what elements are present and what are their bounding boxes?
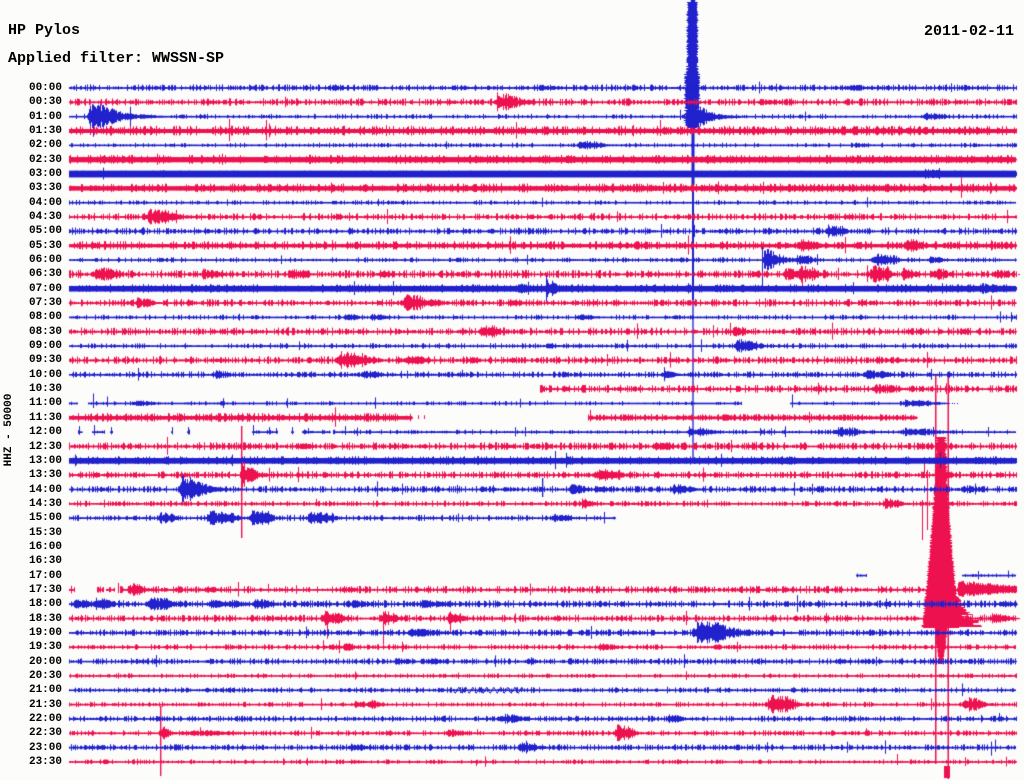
time-label-0100: 01:00 <box>28 110 62 123</box>
time-label-1030: 10:30 <box>28 383 62 396</box>
time-label-2100: 21:00 <box>28 684 62 697</box>
time-label-1200: 12:00 <box>28 426 62 439</box>
time-label-1300: 13:00 <box>28 454 62 467</box>
time-label-0000: 00:00 <box>28 82 62 94</box>
time-label-1930: 19:30 <box>28 641 62 654</box>
time-label-1700: 17:00 <box>28 569 62 582</box>
applied-filter-label: Applied filter: WWSSN-SP <box>8 50 225 67</box>
time-label-0430: 04:30 <box>28 211 62 224</box>
time-label-0330: 03:30 <box>28 182 62 195</box>
time-label-1430: 14:30 <box>28 497 62 510</box>
time-label-0300: 03:00 <box>28 168 62 181</box>
time-label-0030: 00:30 <box>28 96 62 109</box>
time-label-0900: 09:00 <box>28 340 62 353</box>
time-label-1600: 16:00 <box>28 540 62 553</box>
time-label-1330: 13:30 <box>28 469 62 482</box>
time-label-2030: 20:30 <box>28 669 62 682</box>
time-label-1530: 15:30 <box>28 526 62 539</box>
time-label-0830: 08:30 <box>28 325 62 338</box>
time-label-0600: 06:00 <box>28 254 62 267</box>
time-label-2230: 22:30 <box>28 727 62 740</box>
time-label-2300: 23:00 <box>28 741 62 754</box>
time-label-0530: 05:30 <box>28 239 62 252</box>
time-label-2330: 23:30 <box>28 755 62 768</box>
time-label-0130: 01:30 <box>28 125 62 138</box>
time-label-1500: 15:00 <box>28 512 62 525</box>
time-label-1130: 11:30 <box>28 411 62 424</box>
time-label-1100: 11:00 <box>28 397 62 410</box>
time-label-2200: 22:00 <box>28 712 62 725</box>
time-label-0700: 07:00 <box>28 282 62 295</box>
time-label-0630: 06:30 <box>28 268 62 281</box>
time-label-1830: 18:30 <box>28 612 62 625</box>
time-label-1800: 18:00 <box>28 598 62 611</box>
time-label-1400: 14:00 <box>28 483 62 496</box>
time-label-1630: 16:30 <box>28 555 62 568</box>
station-title: HP Pylos <box>8 22 81 39</box>
time-label-1000: 10:00 <box>28 368 62 381</box>
time-label-1730: 17:30 <box>28 583 62 596</box>
time-label-0800: 08:00 <box>28 311 62 324</box>
time-label-0400: 04:00 <box>28 196 62 209</box>
time-label-0930: 09:30 <box>28 354 62 367</box>
time-label-0200: 02:00 <box>28 139 62 152</box>
time-label-1900: 19:00 <box>28 626 62 639</box>
time-label-0730: 07:30 <box>28 297 62 310</box>
plot-date: 2011-02-11 <box>923 23 1014 40</box>
time-label-2130: 21:30 <box>28 698 62 711</box>
time-label-0500: 05:00 <box>28 225 62 238</box>
time-label-2000: 20:00 <box>28 655 62 668</box>
time-label-0230: 02:30 <box>28 153 62 166</box>
time-label-1230: 12:30 <box>28 440 62 453</box>
